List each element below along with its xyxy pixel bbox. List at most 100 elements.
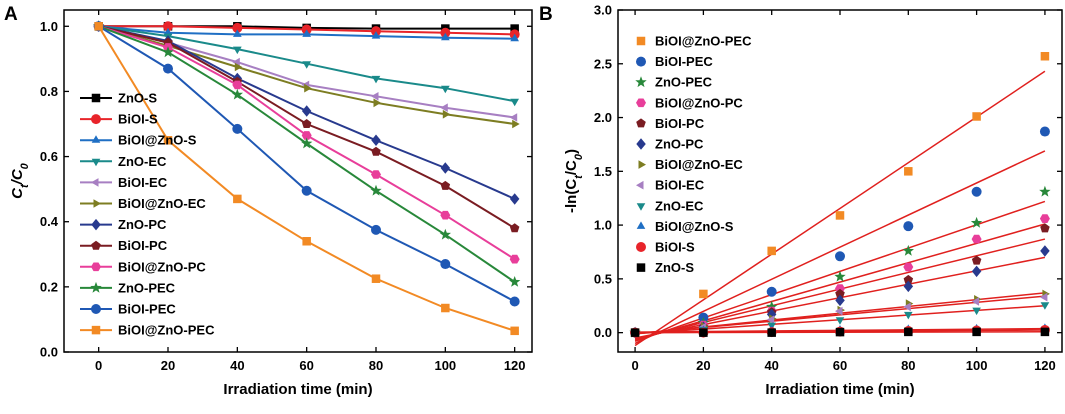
a-point-bioi-zno-pc [301,131,312,140]
a-point-bioi-pec [232,123,243,134]
a-point-bioi-zno-ec [442,109,451,119]
a-x-tick-label: 20 [161,358,175,373]
a-point-zno-pec [301,137,313,149]
a-legend-marker-bioi-s [91,114,101,125]
b-legend-label-zno-pec: ZnO-PEC [655,75,713,90]
b-legend-entry-zno-ec: ZnO-EC [636,198,704,213]
b-y-tick-label: 1.0 [594,218,612,233]
a-legend-label-bioi-ec: BiOI-EC [118,175,168,190]
b-x-tick-label: 100 [966,358,988,373]
a-legend-label-bioi-pc: BiOI-PC [118,238,168,253]
a-point-bioi-zno-s [510,33,519,42]
panel-a-y-axis-label: Ct/C0 [9,162,31,199]
b-point-zno-s [630,328,640,337]
b-point-bioi-pec [903,221,914,232]
panel-a-plot-frame [63,9,533,353]
a-point-bioi-zno-pec [441,303,450,313]
b-y-tick-label: 1.5 [594,164,612,179]
a-legend-entry-bioi-zno-s: BiOI@ZnO-S [80,133,197,148]
b-point-bioi-ec [1039,292,1048,302]
a-legend-label-zno-pec: ZnO-PEC [118,280,176,295]
b-legend-entry-bioi-ec: BiOI-EC [636,178,705,193]
b-legend-label-zno-ec: ZnO-EC [655,198,704,213]
a-point-bioi-zno-pec [94,22,103,31]
a-legend-label-bioi-s: BiOI-S [118,112,158,127]
a-legend-label-bioi-zno-pec: BiOI@ZnO-PEC [118,323,215,338]
b-legend-marker-bioi-zno-pc [636,98,646,108]
a-point-bioi-pec [509,296,520,307]
a-y-tick-label: 0.8 [40,84,58,99]
b-legend-marker-bioi-zno-pec [636,36,646,46]
b-point-bioi-zno-pec [835,211,845,220]
b-point-bioi-pec [835,251,845,262]
a-point-zno-ec [441,85,450,94]
a-legend-marker-zno-pc [91,218,101,231]
a-legend-entry-zno-pc: ZnO-PC [80,217,167,232]
a-point-zno-s [510,24,519,33]
a-legend-entry-bioi-pec: BiOI-PEC [80,302,176,317]
a-legend-marker-bioi-zno-s [91,135,101,143]
b-legend-entry-bioi-zno-pec: BiOI@ZnO-PEC [636,34,752,49]
b-point-bioi-zno-pec [767,246,776,256]
a-point-bioi-zno-pc [440,210,451,220]
a-point-zno-pc [509,193,520,205]
b-point-zno-ec [1040,302,1050,310]
a-point-zno-pc [440,162,451,174]
a-legend-marker-bioi-zno-ec [93,199,101,208]
a-point-zno-pec [439,228,451,240]
a-point-bioi-ec [371,92,379,101]
a-point-bioi-zno-ec [512,119,520,129]
a-y-tick-label: 0.2 [40,279,58,294]
a-legend-marker-bioi-pc [91,240,101,250]
b-point-bioi-ec [835,306,843,316]
a-legend-label-bioi-zno-pc: BiOI@ZnO-PC [118,259,206,274]
b-point-zno-s [767,328,776,337]
a-point-bioi-pec [301,185,312,196]
a-x-tick-label: 0 [95,358,102,373]
b-point-bioi-pec [1039,126,1050,137]
b-point-zno-pec [902,244,914,256]
a-y-tick-label: 0.4 [40,214,59,229]
b-point-bioi-pec [766,286,777,297]
a-x-tick-label: 100 [434,358,456,373]
b-legend-label-bioi-s: BiOI-S [655,240,695,255]
b-point-bioi-zno-pc [971,234,982,244]
a-legend-marker-zno-s [91,93,101,103]
b-series-zno-s [630,327,1050,337]
a-point-bioi-pc [371,146,381,156]
a-point-bioi-zno-s [441,32,450,41]
a-point-bioi-zno-s [302,29,311,37]
b-y-tick-label: 3.0 [594,3,612,18]
panel-a-x-axis-label: Irradiation time (min) [223,381,372,398]
b-point-zno-pc [1040,245,1050,257]
panel-b-y-axis-label: -ln(Ct/C0) [563,149,585,213]
b-legend-marker-zno-pec [635,76,647,88]
b-legend-label-bioi-pec: BiOI-PEC [655,54,713,69]
a-legend-marker-bioi-ec [91,178,99,187]
b-legend-marker-bioi-pc [636,118,646,128]
b-x-tick-label: 80 [901,358,915,373]
b-legend-marker-bioi-pec [636,56,646,67]
b-point-zno-ec [972,307,981,316]
a-point-bioi-ec [232,57,240,67]
a-legend-label-bioi-zno-s: BiOI@ZnO-S [118,133,197,148]
a-point-bioi-zno-pec [233,194,242,204]
b-legend-marker-bioi-s [636,242,646,252]
b-legend-entry-zno-s: ZnO-S [636,260,694,275]
b-point-bioi-pc [903,274,914,284]
b-point-bioi-ec [766,315,775,325]
a-legend-label-bioi-zno-ec: BiOI@ZnO-EC [118,196,206,211]
a-point-bioi-zno-pc [509,254,520,264]
a-legend-marker-bioi-pec [91,304,101,314]
b-y-tick-label: 2.0 [594,110,612,125]
b-legend-label-bioi-zno-s: BiOI@ZnO-S [655,219,734,234]
b-legend-label-bioi-zno-ec: BiOI@ZnO-EC [655,157,743,172]
b-point-bioi-pec [971,186,982,197]
b-point-zno-pec [1039,185,1051,197]
b-point-zno-pc [971,265,982,278]
a-point-bioi-pc [440,180,451,190]
panel-b-chart: B 0 20 40 60 80 100 120 0.0 0.5 1.0 1.5 2.0 2.5 3.0 B… [539,3,1063,398]
a-point-bioi-ec [440,103,448,112]
a-point-zno-ec [371,75,381,84]
